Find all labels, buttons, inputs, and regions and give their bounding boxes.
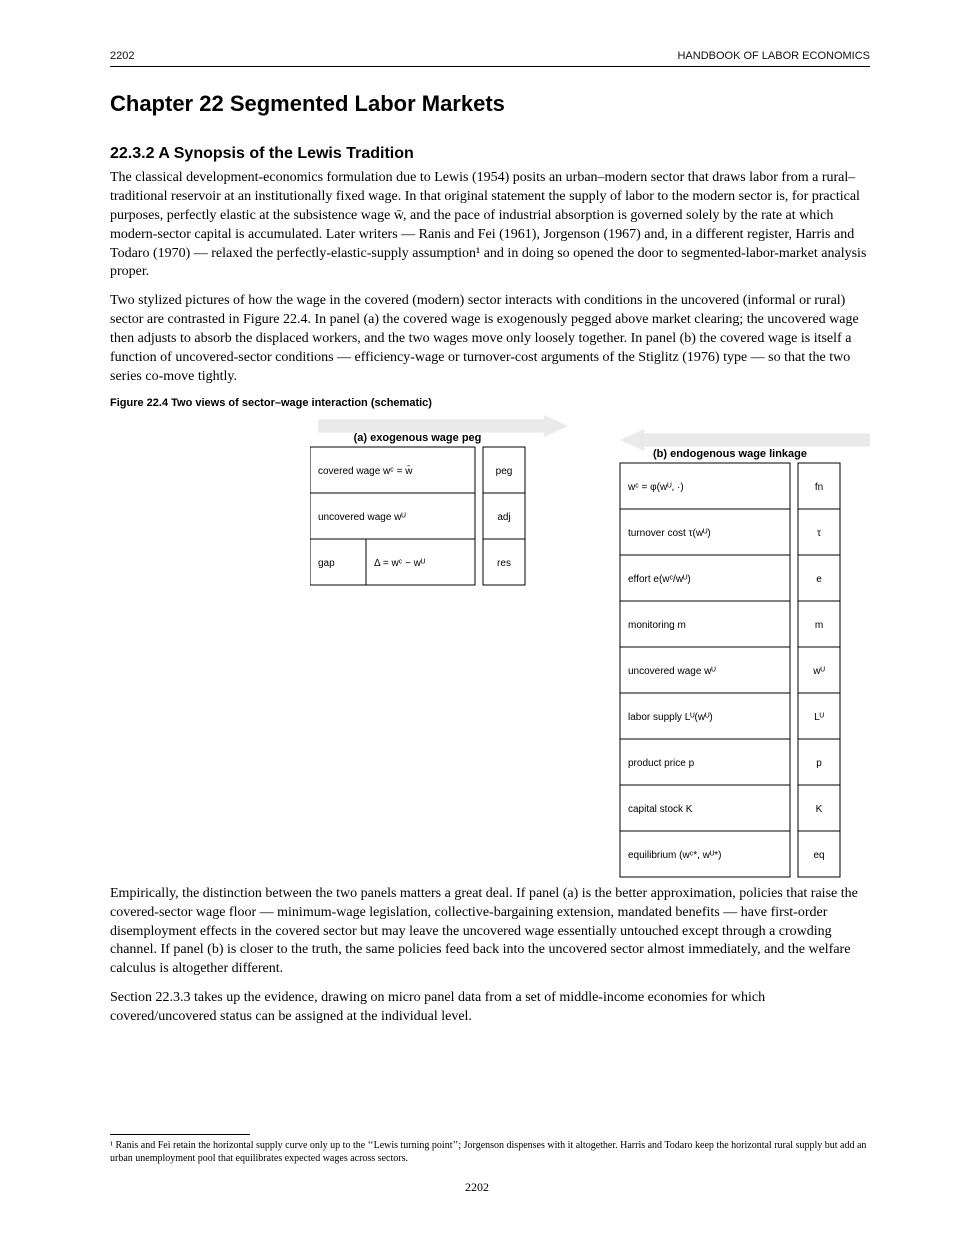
svg-text:effort e(wᶜ/wᵁ): effort e(wᶜ/wᵁ) — [628, 574, 691, 585]
figure-caption: Figure 22.4 Two views of sector–wage int… — [110, 397, 870, 409]
para-3: Empirically, the distinction between the… — [110, 885, 870, 979]
footnote-block: ¹ Ranis and Fei retain the horizontal su… — [110, 1134, 870, 1165]
svg-text:Lᵁ: Lᵁ — [814, 712, 825, 723]
header-rule — [110, 66, 870, 67]
svg-text:adj: adj — [497, 512, 510, 523]
svg-text:equilibrium (wᶜ*, wᵁ*): equilibrium (wᶜ*, wᵁ*) — [628, 850, 721, 861]
body-text: The classical development-economics form… — [110, 169, 870, 387]
footnote-1: ¹ Ranis and Fei retain the horizontal su… — [110, 1140, 866, 1164]
figure-22-4: (a) exogenous wage peg (b) endogenous wag… — [310, 415, 870, 885]
section-heading-1: 22.3.2 A Synopsis of the Lewis Tradition — [110, 145, 870, 163]
svg-text:monitoring m: monitoring m — [628, 620, 686, 631]
svg-text:wᶜ = φ(wᵁ, ·): wᶜ = φ(wᵁ, ·) — [627, 482, 684, 493]
page-body: 2202 HANDBOOK OF LABOR ECONOMICS Chapter… — [110, 50, 870, 1037]
svg-text:p: p — [816, 758, 822, 769]
svg-text:(a) exogenous wage peg: (a) exogenous wage peg — [354, 432, 482, 444]
svg-text:uncovered wage wᵁ: uncovered wage wᵁ — [628, 666, 716, 677]
svg-text:capital stock K: capital stock K — [628, 804, 693, 815]
svg-text:covered wage wᶜ = w̄: covered wage wᶜ = w̄ — [318, 464, 413, 477]
svg-text:labor supply Lᵁ(wᵁ): labor supply Lᵁ(wᵁ) — [628, 712, 713, 723]
footnote-rule — [110, 1134, 250, 1135]
svg-text:K: K — [816, 804, 823, 815]
svg-text:res: res — [497, 558, 511, 569]
svg-text:uncovered wage wᵁ: uncovered wage wᵁ — [318, 512, 406, 523]
svg-text:Δ = wᶜ − wᵁ: Δ = wᶜ − wᵁ — [374, 558, 426, 569]
svg-text:wᵁ: wᵁ — [812, 666, 825, 677]
svg-text:(b) endogenous wage linkage: (b) endogenous wage linkage — [653, 448, 807, 460]
running-head-left: 2202 — [110, 50, 134, 62]
svg-text:τ: τ — [817, 528, 821, 539]
svg-text:peg: peg — [496, 466, 513, 477]
svg-text:gap: gap — [318, 558, 335, 569]
svg-text:e: e — [816, 574, 822, 585]
svg-text:m: m — [815, 620, 823, 631]
figure-svg: (a) exogenous wage peg (b) endogenous wag… — [310, 415, 870, 885]
chapter-heading: Chapter 22 Segmented Labor Markets — [110, 91, 870, 117]
svg-text:fn: fn — [815, 482, 823, 493]
page-number: 2202 — [0, 1180, 954, 1195]
running-head: 2202 HANDBOOK OF LABOR ECONOMICS — [110, 50, 870, 62]
para-4: Section 22.3.3 takes up the evidence, dr… — [110, 989, 870, 1027]
para-2: Two stylized pictures of how the wage in… — [110, 292, 870, 386]
svg-text:eq: eq — [813, 850, 824, 861]
running-head-right: HANDBOOK OF LABOR ECONOMICS — [677, 50, 870, 62]
body-text-after-fig: Empirically, the distinction between the… — [110, 885, 870, 1027]
svg-text:product price p: product price p — [628, 758, 695, 769]
para-1: The classical development-economics form… — [110, 169, 870, 282]
svg-text:turnover cost τ(wᵁ): turnover cost τ(wᵁ) — [628, 528, 711, 539]
